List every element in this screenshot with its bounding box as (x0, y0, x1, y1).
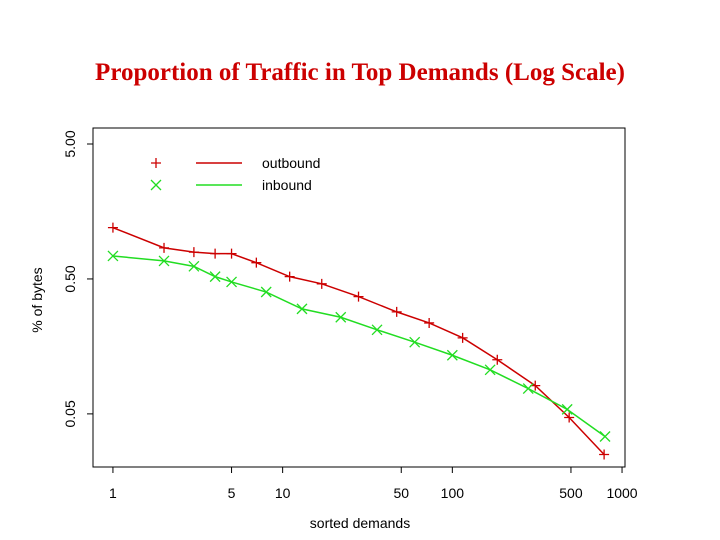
marker (260, 286, 272, 298)
marker (335, 311, 347, 323)
marker (391, 306, 402, 317)
marker (210, 248, 221, 259)
series-line (112, 226, 605, 456)
marker (371, 324, 383, 336)
y-axis-label: % of bytes (29, 267, 45, 332)
marker (188, 260, 200, 272)
marker (251, 257, 262, 268)
marker (107, 250, 119, 262)
marker (209, 271, 221, 283)
marker (150, 179, 162, 191)
plot-frame (92, 127, 626, 468)
marker (353, 291, 364, 302)
marker (159, 242, 170, 253)
marker (409, 336, 421, 348)
x-tick-label: 100 (441, 485, 465, 501)
marker (284, 271, 295, 282)
marker (316, 278, 327, 289)
marker (492, 354, 503, 365)
chart-title: Proportion of Traffic in Top Demands (Lo… (95, 59, 625, 86)
x-tick-label: 50 (393, 485, 409, 501)
marker (561, 403, 573, 415)
y-tick-label: 0.50 (62, 265, 78, 292)
y-tick-label: 0.05 (62, 400, 78, 427)
legend-label: outbound (262, 155, 320, 171)
marker (226, 276, 238, 288)
marker (484, 364, 496, 376)
x-tick-label: 500 (559, 485, 583, 501)
marker (151, 158, 161, 168)
marker (107, 222, 118, 233)
marker (446, 349, 458, 361)
marker (188, 247, 199, 258)
marker (226, 248, 237, 259)
y-tick-label: 5.00 (62, 130, 78, 157)
marker (457, 332, 468, 343)
x-tick-label: 1 (109, 485, 117, 501)
x-tick-label: 1000 (606, 485, 637, 501)
marker (599, 449, 610, 460)
marker (599, 431, 611, 442)
marker (424, 317, 435, 328)
legend-label: inbound (262, 177, 312, 193)
x-axis-label: sorted demands (310, 515, 410, 531)
marker (296, 303, 308, 315)
marker (158, 255, 170, 267)
marker (522, 383, 534, 395)
x-tick-label: 5 (228, 485, 236, 501)
series-line (112, 255, 606, 438)
marker (564, 412, 575, 423)
x-tick-label: 10 (275, 485, 291, 501)
